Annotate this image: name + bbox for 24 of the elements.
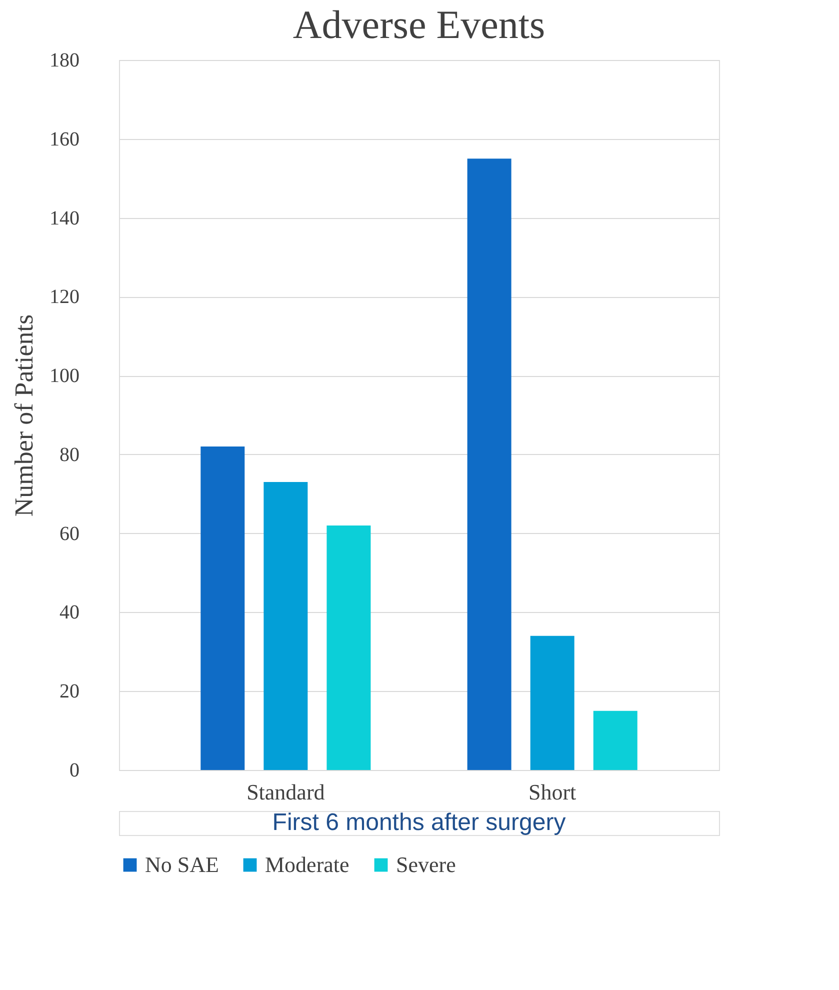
y-tick-label: 100: [50, 365, 80, 388]
bar: [593, 710, 638, 770]
legend-label: Severe: [396, 852, 456, 877]
y-tick-label: 40: [60, 602, 80, 624]
y-tick-label: 180: [50, 50, 80, 72]
bar: [264, 482, 308, 770]
bar: [467, 158, 512, 770]
y-tick-label: 140: [50, 207, 80, 230]
x-tick-label: Short: [528, 780, 576, 804]
y-axis-title: Number of Patients: [10, 314, 38, 517]
y-tick-label: 120: [50, 286, 80, 308]
y-tick-label: 20: [60, 680, 80, 703]
y-tick-label: 60: [60, 522, 80, 545]
text: First 6 months after surgery: [272, 809, 566, 836]
bar: [326, 525, 371, 770]
y-tick-label: 80: [60, 444, 80, 466]
y-tick-label: 160: [50, 128, 80, 150]
bar: [530, 636, 574, 770]
x-tick-label: Standard: [246, 780, 325, 804]
y-tick-label: 0: [70, 760, 80, 782]
legend-label: No SAE: [145, 852, 219, 877]
bar: [200, 446, 245, 770]
legend-label: Moderate: [265, 852, 350, 877]
chart-title: Adverse Events: [292, 2, 546, 47]
